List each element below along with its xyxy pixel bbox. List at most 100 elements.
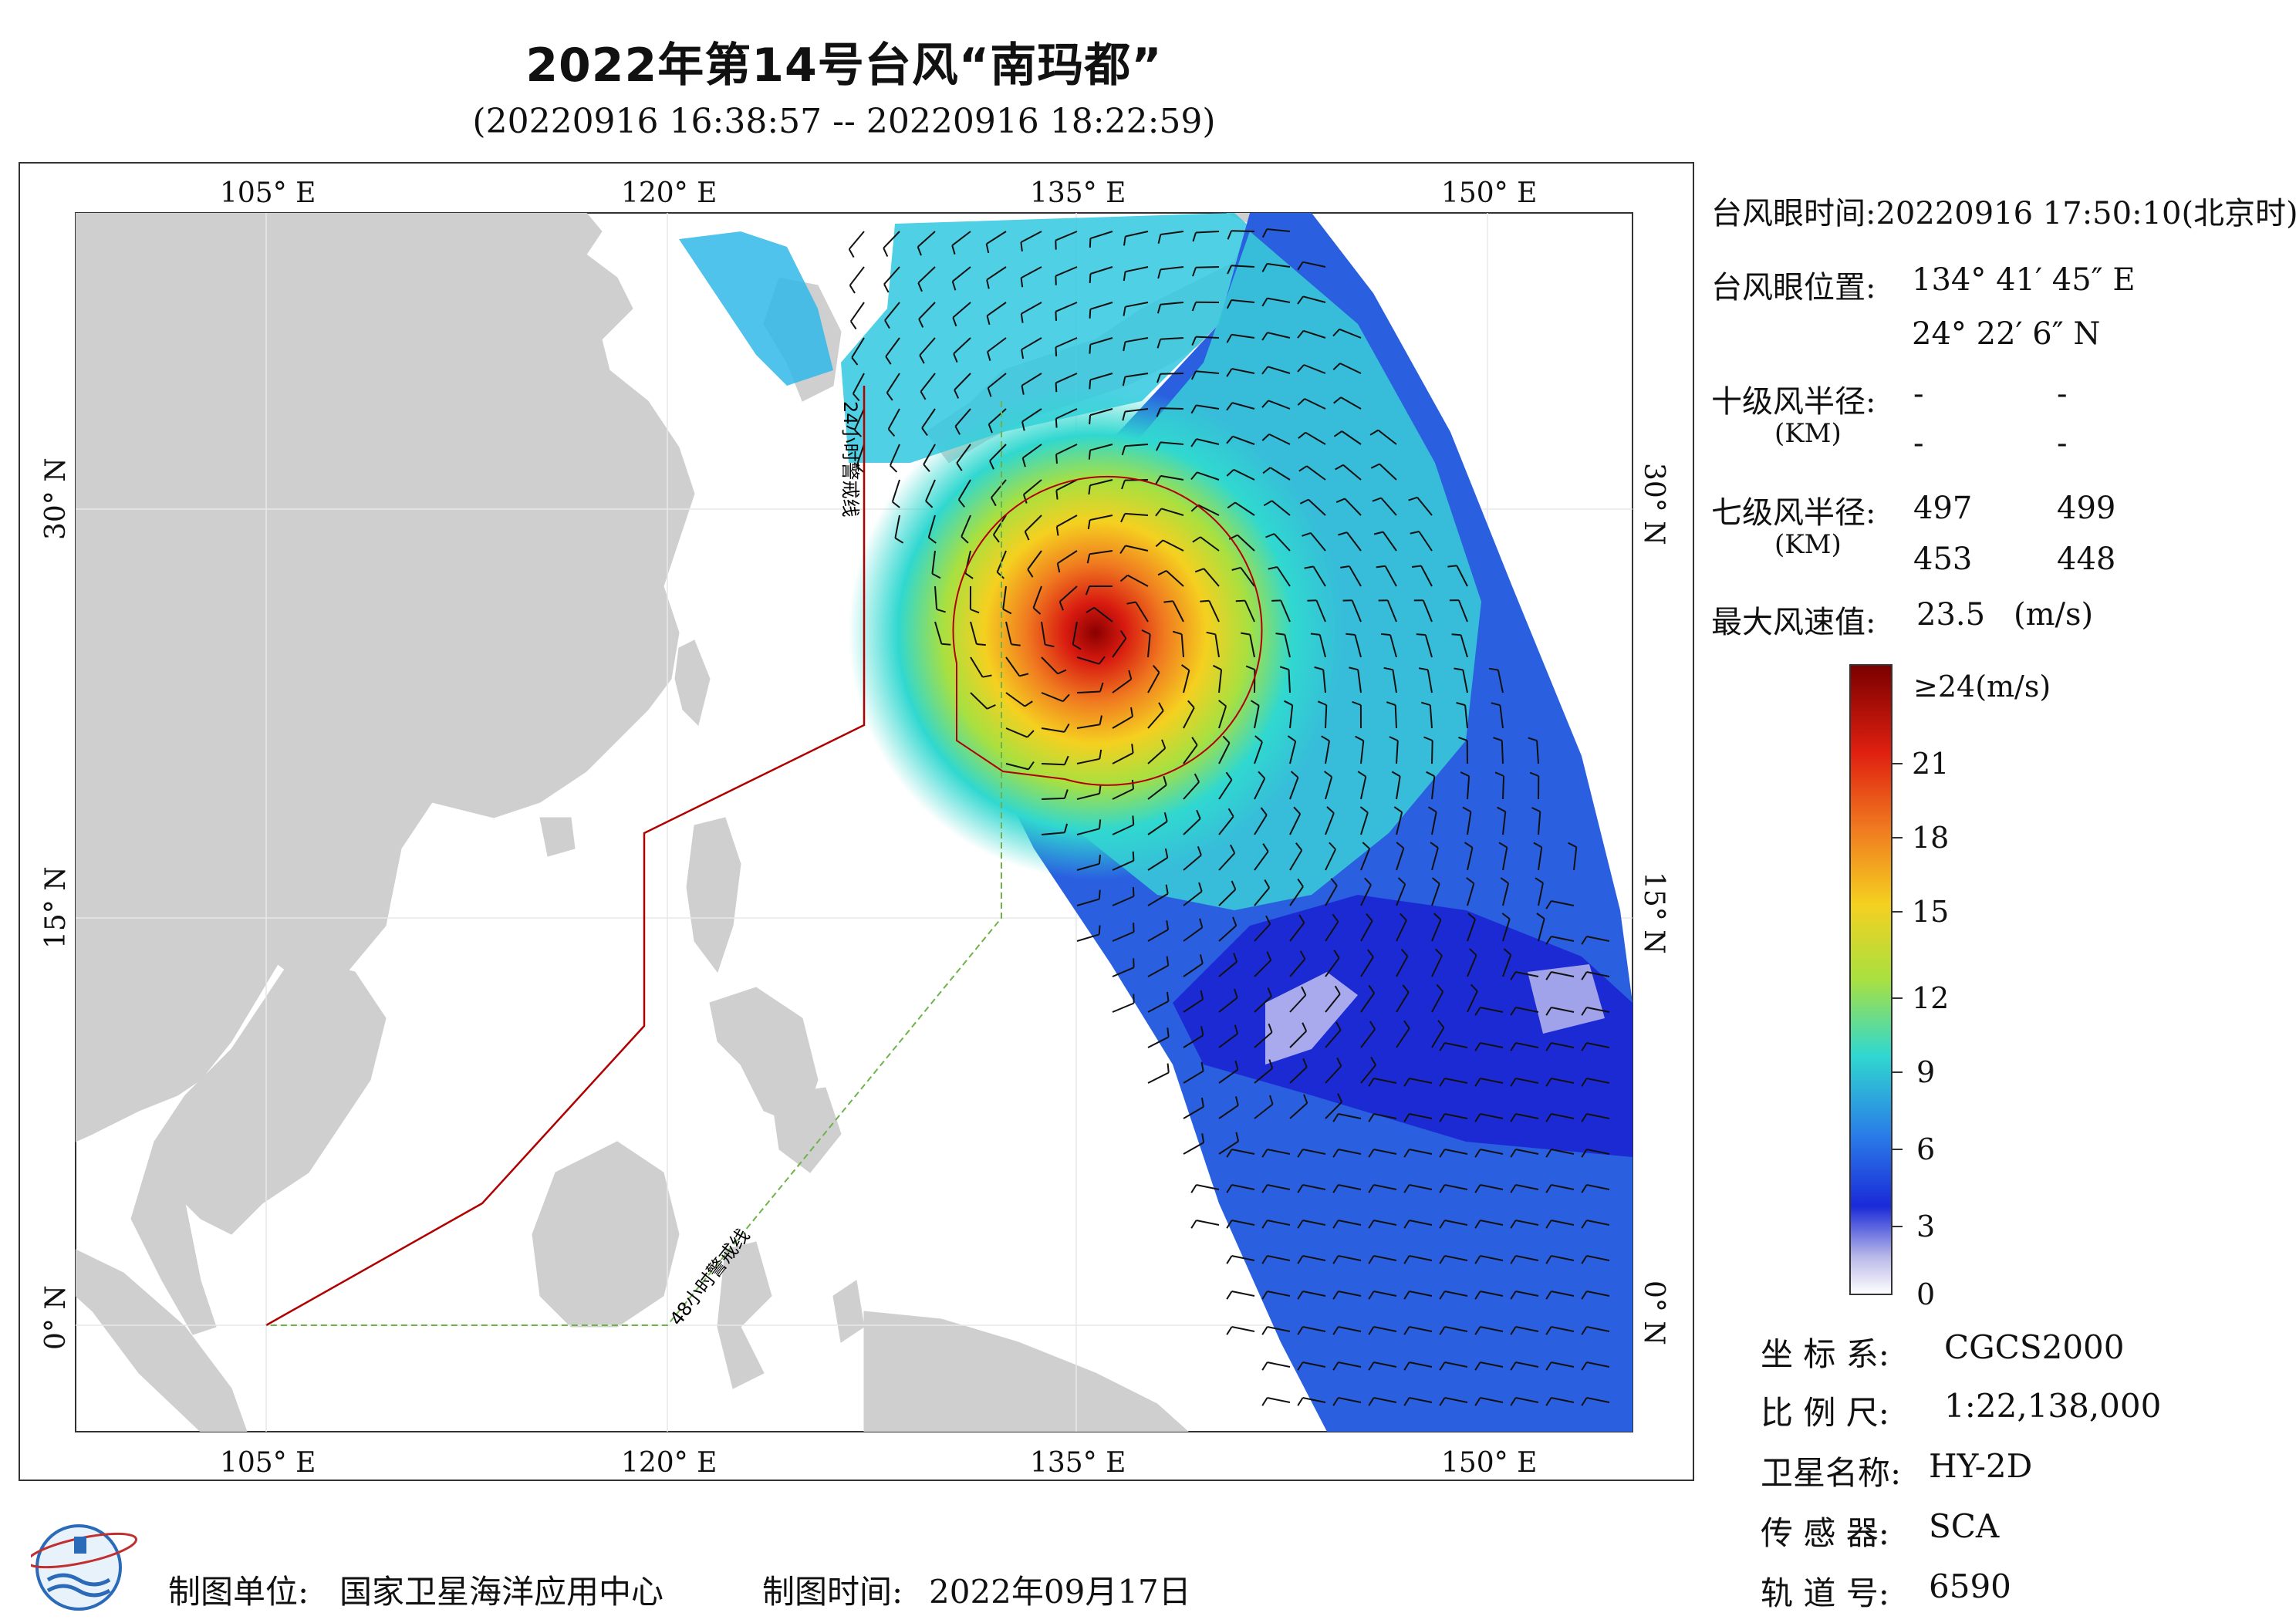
wind-barb (1431, 776, 1436, 800)
wind-barb-feather (1287, 735, 1296, 742)
wind-barb-feather (1268, 1023, 1273, 1033)
wind-barb (1183, 744, 1198, 764)
wind-barb-feather (1098, 889, 1101, 899)
wind-barb-feather (1332, 1326, 1339, 1335)
r7-value-se: 499 (2057, 491, 2116, 526)
wind-barb (1396, 812, 1403, 835)
wind-barb (1160, 337, 1184, 340)
wind-barb-feather (1352, 700, 1362, 706)
wind-barb (954, 408, 971, 427)
wind-barb (931, 550, 936, 574)
wind-barb-feather (1510, 1149, 1517, 1158)
wind-barb (1409, 1291, 1433, 1297)
wind-barb-feather (1297, 1149, 1304, 1158)
wind-barb-feather (1055, 490, 1059, 500)
wind-barb-feather (1099, 784, 1102, 795)
wind-barb (1160, 266, 1184, 271)
wind-barb-feather (1190, 1184, 1197, 1193)
warning-line-48h (266, 401, 1002, 1326)
wind-barb-feather (985, 243, 990, 254)
wind-barb-feather (993, 534, 1000, 543)
wind-barb (1302, 261, 1326, 268)
wind-barb (1467, 919, 1477, 942)
wind-barb (1480, 1397, 1504, 1403)
wind-barb-feather (1334, 985, 1341, 995)
lon-label-top-120: 120° E (621, 177, 717, 209)
wind-barb (1551, 1397, 1575, 1403)
wind-barb (1551, 1255, 1575, 1261)
wind-barb (1338, 1149, 1362, 1155)
wind-barb (1112, 1002, 1135, 1013)
wind-barb-feather (1226, 1255, 1233, 1264)
wind-barb-feather (1020, 241, 1023, 252)
wind-barb-feather (953, 353, 958, 363)
wind-barb-feather (1474, 1113, 1481, 1122)
wind-barb (1218, 925, 1237, 942)
wind-barb (1231, 1291, 1255, 1297)
wind-barb (1515, 1042, 1539, 1048)
wind-barb-feather (1332, 1113, 1339, 1122)
wind-barb (1396, 883, 1406, 906)
wind-barb-feather (1500, 877, 1509, 884)
wind-barb (1076, 690, 1101, 693)
wind-barb (1386, 599, 1397, 623)
wind-barb-feather (1491, 702, 1501, 707)
wind-barb (1196, 404, 1220, 410)
wind-barb (991, 479, 1007, 498)
satellite-value: HY-2D (1929, 1447, 2033, 1485)
typhoon-core (849, 386, 1342, 879)
wind-barb (1160, 231, 1184, 235)
wind-barb (1396, 991, 1410, 1013)
wind-barb (1338, 1113, 1362, 1119)
wind-barb-feather (1333, 950, 1340, 959)
wind-barb-feather (1233, 953, 1238, 963)
wind-barb-feather (1190, 1220, 1197, 1229)
wind-barb (1254, 960, 1272, 977)
wind-barb-feather (1157, 269, 1162, 279)
wind-barb-feather (1156, 373, 1161, 383)
wind-barb-feather (1152, 664, 1160, 673)
wind-barb-feather (1436, 984, 1444, 993)
wind-barb (925, 479, 936, 501)
wind-barb (923, 444, 936, 465)
moluccas (832, 1280, 865, 1343)
wind-barb (1325, 1029, 1342, 1048)
wind-barb-feather (1261, 1184, 1268, 1193)
wind-barb-feather (1357, 771, 1366, 778)
wind-barb-feather (1423, 736, 1433, 741)
wind-barb-feather (1303, 1094, 1308, 1104)
wind-barb-feather (1469, 948, 1477, 957)
wind-barb-feather (1297, 1255, 1304, 1264)
wind-barb (1055, 337, 1078, 348)
wind-barb-feather (1408, 496, 1418, 501)
wind-barb-feather (1437, 1020, 1445, 1028)
wind-barb-feather (1297, 330, 1305, 339)
wind-barb-feather (1403, 1397, 1410, 1406)
eye-pos-label: 台风眼位置: (1711, 270, 1876, 305)
wind-barb (1125, 512, 1149, 516)
warning-line-24h (265, 509, 866, 1327)
swath-north (841, 213, 1281, 463)
wind-barb-feather (1089, 273, 1092, 283)
map-frame (19, 162, 1694, 1481)
time-range-subtitle: (20220916 16:38:57 -- 20220916 18:22:59) (472, 102, 1216, 141)
wind-barb-feather (941, 643, 951, 646)
wind-barb-feather (1089, 415, 1092, 425)
wind-barb (1431, 955, 1443, 977)
wind-barb-feather (1226, 368, 1233, 377)
wind-barb (1055, 302, 1078, 312)
wind-barb-feather (1335, 464, 1344, 471)
wind-barb (1147, 857, 1168, 871)
wind-barb-feather (1451, 633, 1461, 636)
wind-barb-feather (1163, 812, 1168, 822)
wind-barb (1112, 788, 1134, 800)
wind-barb-feather (1245, 665, 1255, 670)
wind-barb-feather (1389, 736, 1399, 742)
wind-barb (1444, 1255, 1468, 1261)
wind-barb-feather (1545, 1078, 1552, 1087)
wind-barb-feather (1430, 842, 1439, 849)
wind-barb-feather (1545, 1042, 1552, 1051)
wind-barb (1444, 1149, 1468, 1155)
wind-barb (1267, 297, 1291, 303)
wind-barb (1249, 634, 1255, 658)
